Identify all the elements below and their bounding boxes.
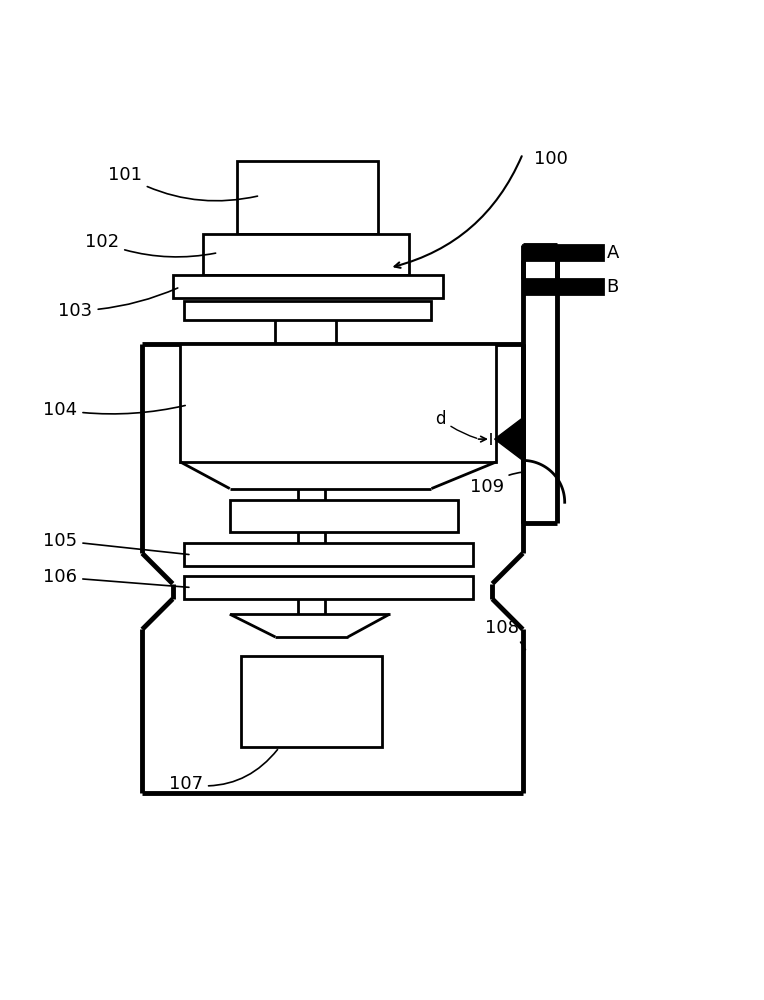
Text: 105: 105 [44,532,189,555]
Text: B: B [607,278,619,296]
Text: 108: 108 [485,619,526,650]
Text: d: d [435,410,477,438]
Text: A: A [607,244,619,262]
Bar [184,301,432,320]
Bar [241,656,382,747]
Bar [523,245,603,260]
Bar [523,279,603,294]
Text: 109: 109 [470,472,523,496]
Bar [180,344,496,462]
Text: 100: 100 [534,150,568,168]
Text: 102: 102 [85,233,215,257]
Bar [173,275,443,298]
Bar [230,500,458,532]
Text: 107: 107 [169,750,277,793]
Text: 106: 106 [44,568,189,587]
Bar [203,234,409,275]
Bar [184,576,474,599]
Text: 101: 101 [108,166,257,201]
Polygon shape [494,418,523,460]
Bar [238,161,378,234]
Bar [184,543,474,566]
Text: 103: 103 [59,288,178,320]
Text: 104: 104 [44,401,185,419]
